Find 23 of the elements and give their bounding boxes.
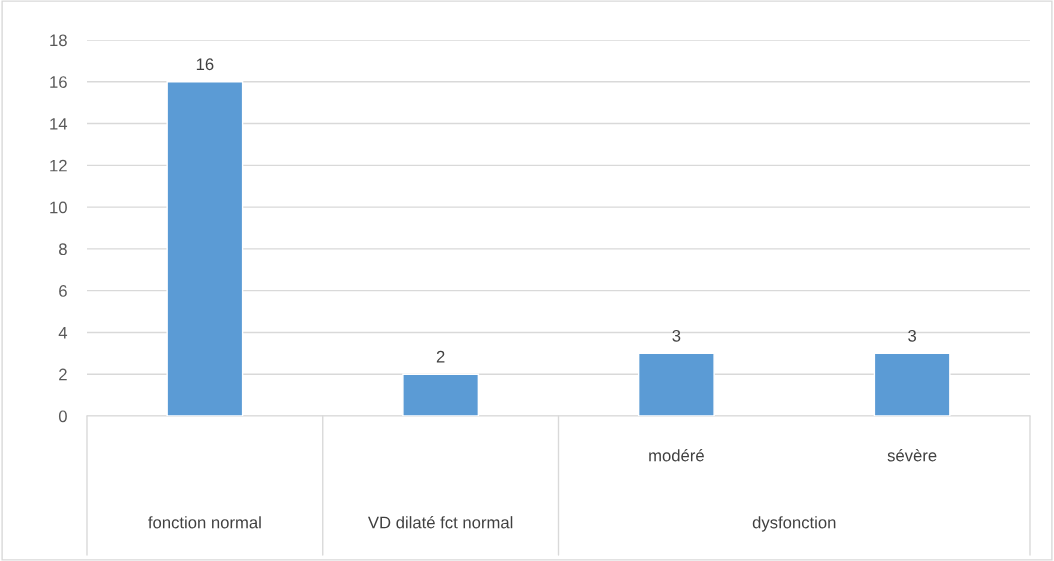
x-tick-label: VD dilaté fct normal <box>367 515 513 529</box>
bar <box>402 373 480 416</box>
data-label: 3 <box>672 329 681 342</box>
data-label: 2 <box>436 350 445 363</box>
y-tick-label: 18 <box>50 34 67 47</box>
bar <box>873 352 951 416</box>
bar <box>637 352 715 416</box>
x-tick-label: modéré <box>649 449 704 462</box>
bar <box>166 81 244 416</box>
y-tick-label: 8 <box>59 243 67 256</box>
y-tick-label: 0 <box>58 410 67 423</box>
y-tick-label: 12 <box>50 159 67 172</box>
x-tick-label: fonction normal <box>148 516 261 529</box>
y-tick-label: 4 <box>58 327 68 339</box>
y-tick-label: 6 <box>59 285 67 297</box>
x-tick-label: sévère <box>887 449 937 462</box>
text: dysfonction <box>752 516 836 532</box>
data-label: 16 <box>196 58 214 71</box>
y-tick-label: 16 <box>50 76 67 88</box>
y-tick-label: 10 <box>50 201 67 214</box>
y-tick-label: 2 <box>59 368 67 381</box>
y-tick-label: 14 <box>50 118 68 130</box>
data-label: 3 <box>908 329 917 342</box>
